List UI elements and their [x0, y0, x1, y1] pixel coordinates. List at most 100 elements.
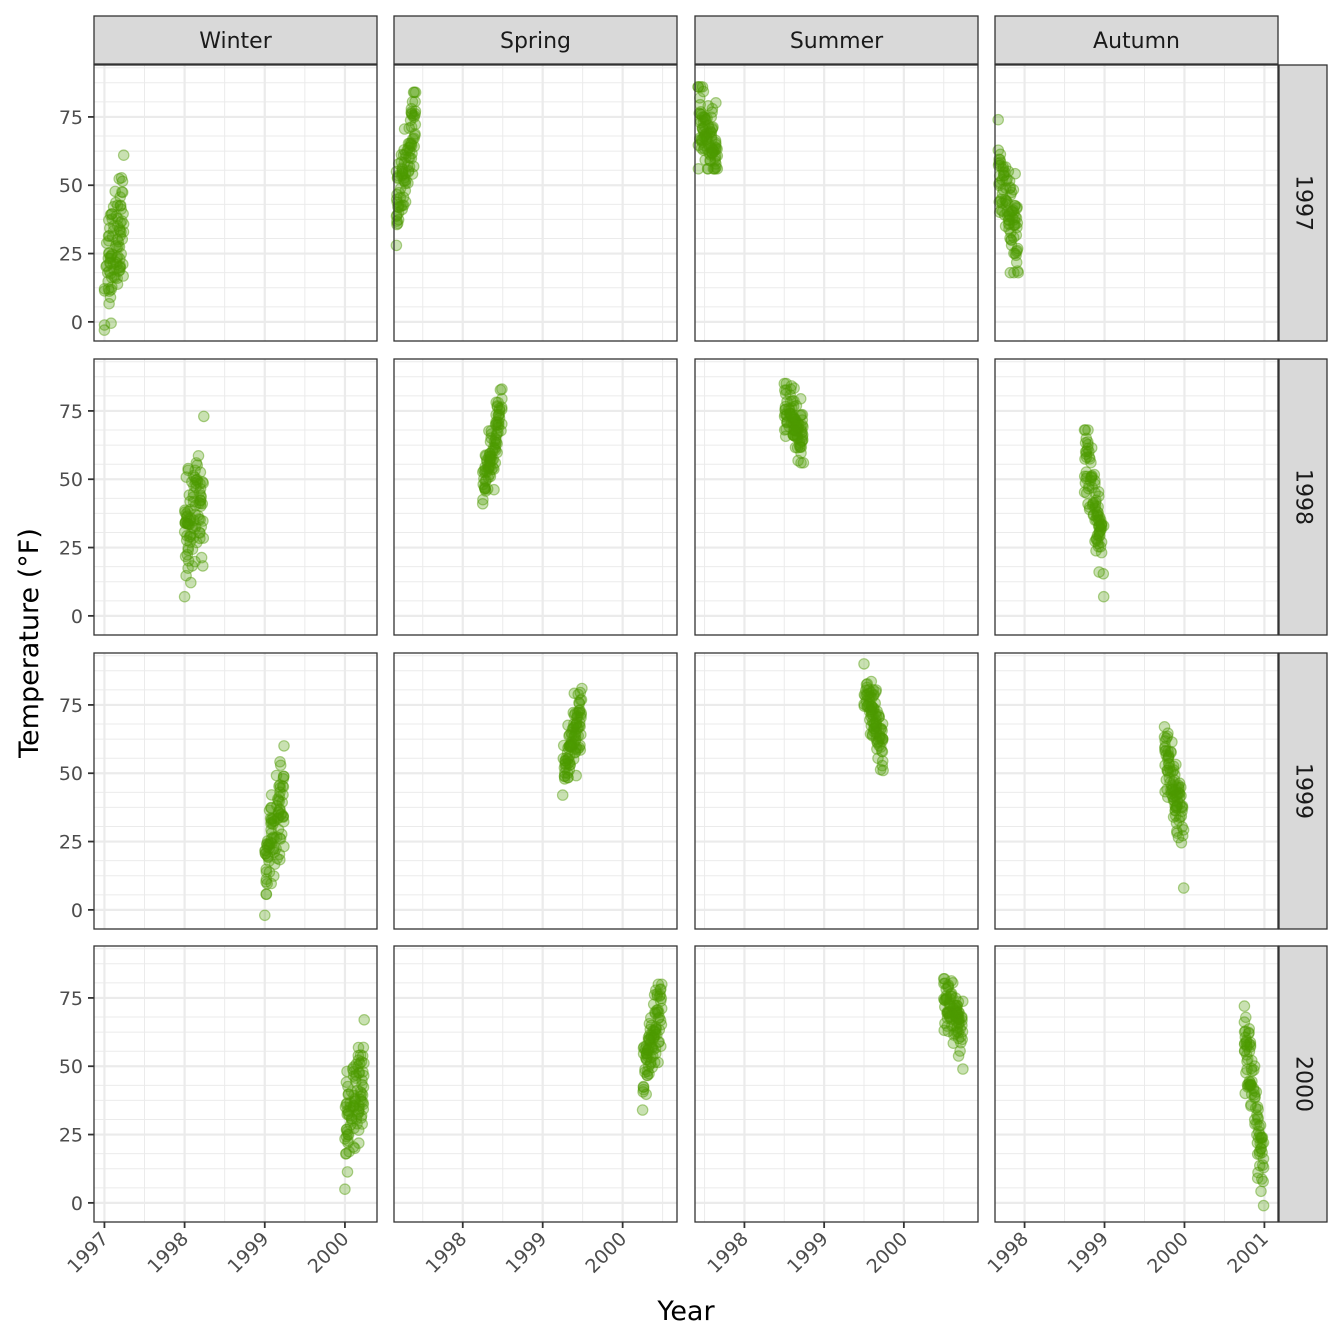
- data-point: [871, 736, 883, 748]
- data-point: [342, 1105, 355, 1117]
- data-point: [1158, 720, 1171, 733]
- data-point: [698, 139, 711, 152]
- data-point: [1095, 518, 1107, 531]
- panel-border: [694, 358, 979, 636]
- data-point: [189, 499, 202, 512]
- data-point: [1089, 486, 1101, 499]
- data-point: [401, 144, 414, 157]
- data-point: [568, 717, 580, 730]
- data-point: [115, 248, 127, 260]
- data-point: [407, 160, 420, 173]
- data-point: [1243, 1038, 1255, 1050]
- data-point: [652, 1056, 664, 1069]
- data-point: [864, 728, 877, 740]
- data-point: [264, 836, 277, 849]
- data-point: [941, 1012, 954, 1024]
- data-point: [876, 724, 888, 737]
- data-point: [645, 1019, 658, 1032]
- data-point: [1008, 214, 1020, 226]
- data-point: [1257, 1152, 1270, 1165]
- scatter-points: [476, 383, 508, 510]
- data-point: [950, 1026, 963, 1039]
- data-point: [709, 150, 722, 162]
- data-point: [698, 111, 711, 123]
- data-point: [781, 395, 793, 408]
- data-point: [179, 550, 192, 563]
- data-point: [655, 1002, 668, 1015]
- data-point: [786, 394, 799, 407]
- data-point: [1257, 1175, 1269, 1188]
- data-point: [948, 1005, 961, 1018]
- data-point: [1097, 590, 1110, 603]
- panel-1997-winter: [93, 64, 378, 342]
- data-point: [572, 722, 584, 734]
- data-point: [574, 686, 587, 699]
- data-point: [191, 473, 203, 486]
- data-point: [1243, 1026, 1255, 1039]
- data-point: [1249, 1118, 1261, 1130]
- data-point: [562, 753, 574, 765]
- data-point: [1000, 195, 1013, 207]
- panel-border: [393, 358, 678, 636]
- panel-1999-summer: [694, 652, 979, 930]
- data-point: [355, 1109, 368, 1122]
- data-point: [1095, 546, 1108, 559]
- data-point: [267, 831, 279, 843]
- data-point: [1244, 1039, 1257, 1051]
- data-point: [491, 437, 503, 450]
- data-point: [189, 477, 202, 489]
- data-point: [1002, 165, 1015, 178]
- data-point: [1158, 731, 1171, 743]
- data-point: [348, 1142, 361, 1155]
- data-point: [992, 159, 1005, 172]
- data-point: [113, 264, 126, 276]
- data-point: [1089, 514, 1101, 527]
- data-point: [1251, 1148, 1264, 1160]
- data-point: [781, 416, 793, 429]
- data-point: [702, 100, 714, 112]
- data-point: [1177, 882, 1190, 894]
- data-point: [350, 1113, 363, 1125]
- data-point: [1254, 1132, 1267, 1144]
- data-point: [938, 972, 951, 985]
- data-point: [796, 431, 809, 443]
- data-point: [1241, 1055, 1253, 1068]
- data-point: [261, 835, 274, 847]
- data-point: [479, 461, 491, 473]
- data-point: [639, 1063, 651, 1076]
- data-point: [575, 709, 587, 721]
- data-point: [1004, 232, 1016, 245]
- data-point: [488, 443, 501, 456]
- y-tick-label: 50: [59, 763, 83, 785]
- data-point: [1170, 801, 1182, 814]
- data-point: [568, 687, 581, 700]
- data-point: [567, 738, 580, 750]
- data-point: [1085, 471, 1098, 484]
- scatter-points: [178, 410, 210, 603]
- data-point: [652, 978, 665, 991]
- data-point: [651, 990, 664, 1002]
- data-point: [652, 1012, 664, 1025]
- data-point: [1244, 1041, 1257, 1053]
- data-point: [260, 863, 272, 876]
- data-point: [490, 434, 502, 447]
- data-point: [641, 1065, 654, 1078]
- data-point: [270, 842, 282, 855]
- data-point: [182, 462, 194, 475]
- data-point: [267, 818, 279, 830]
- data-point: [347, 1100, 359, 1112]
- data-point: [405, 138, 417, 151]
- data-point: [188, 471, 201, 484]
- data-point: [271, 799, 283, 812]
- data-point: [871, 737, 884, 749]
- data-point: [273, 803, 286, 815]
- data-point: [347, 1101, 359, 1114]
- data-point: [1244, 1079, 1256, 1092]
- data-point: [271, 793, 284, 805]
- data-point: [863, 687, 875, 700]
- data-point: [937, 993, 950, 1005]
- data-point: [398, 175, 411, 188]
- data-point: [641, 1051, 654, 1063]
- data-point: [1175, 781, 1187, 793]
- data-point: [648, 1031, 660, 1044]
